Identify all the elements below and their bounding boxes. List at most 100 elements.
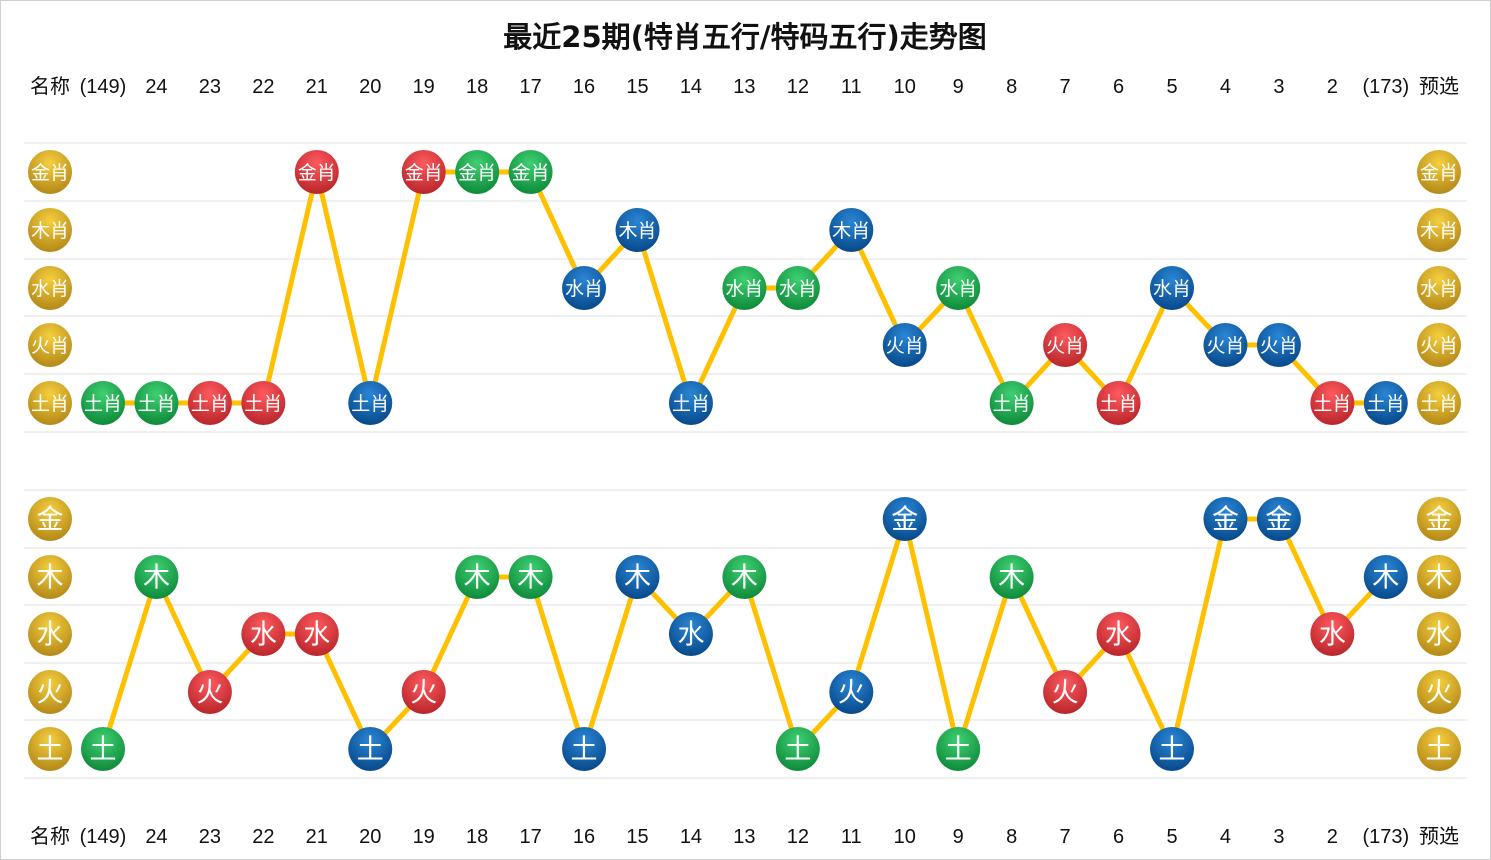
x-tick-label: 22	[252, 826, 274, 848]
preselect-node-label: 金	[1426, 505, 1453, 536]
data-point: 金肖	[508, 150, 553, 194]
x-tick-label: 12	[787, 76, 809, 98]
data-point-circle	[134, 381, 179, 425]
row-label-node: 火肖	[28, 323, 72, 367]
data-point: 水肖	[562, 266, 607, 310]
data-point: 水肖	[775, 266, 820, 310]
data-point: 土肖	[1096, 381, 1141, 425]
data-point-circle	[989, 555, 1034, 599]
data-point: 水肖	[1150, 266, 1194, 310]
row-label-node-label: 木肖	[31, 220, 69, 242]
x-tick-label: 4	[1220, 76, 1231, 98]
x-tick-label: 19	[413, 76, 435, 98]
data-point-circle	[455, 150, 500, 194]
data-point-label: 土肖	[1100, 393, 1138, 415]
data-point-circle	[187, 381, 232, 425]
data-point-circle	[348, 381, 393, 425]
row-label-node-label: 木	[37, 563, 64, 594]
preselect-node-label: 土肖	[1420, 393, 1458, 415]
data-point-circle	[615, 208, 660, 252]
data-point: 金肖	[294, 150, 339, 194]
data-point: 金	[882, 497, 927, 541]
x-tick-label: 5	[1166, 826, 1177, 848]
data-point: 木肖	[615, 208, 660, 252]
gridlines	[24, 142, 1467, 779]
data-point-label: 金	[891, 505, 918, 536]
preselect-node: 土肖	[1417, 381, 1461, 425]
data-point-circle	[1150, 727, 1194, 771]
data-point-label: 金肖	[458, 162, 496, 184]
x-tick-label: 6	[1113, 76, 1124, 98]
preselect-node-circle	[1417, 612, 1461, 656]
data-point-label: 火肖	[1260, 335, 1298, 357]
x-tick-label: 5	[1166, 76, 1177, 98]
data-point-circle	[562, 727, 607, 771]
data-point-label: 木	[998, 563, 1025, 594]
data-point: 金	[1256, 497, 1301, 541]
data-point: 金肖	[401, 150, 446, 194]
data-point: 木	[1363, 555, 1408, 599]
data-point-circle	[722, 266, 767, 310]
row-label-node-circle	[28, 555, 72, 599]
x-tick-label: 8	[1006, 76, 1017, 98]
data-point-label: 火肖	[886, 335, 924, 357]
data-point: 土肖	[187, 381, 232, 425]
preselect-label: 预选	[1419, 825, 1459, 848]
row-label-node-label: 金	[37, 505, 64, 536]
data-point: 火	[829, 670, 874, 714]
data-point-label: 木	[624, 563, 651, 594]
x-tick-label: 3	[1273, 826, 1284, 848]
data-point-label: 土	[784, 735, 811, 766]
data-point-label: 水	[1319, 620, 1346, 651]
data-point-label: 木	[143, 563, 170, 594]
top-column-header: 名称 (149) 24 23 22 21 20 19 18 17 16 15 14 13 12 11 10 9 8 7…	[30, 75, 1459, 98]
x-tick-label: (149)	[80, 826, 127, 848]
x-tick-label: 15	[626, 76, 648, 98]
row-label-node-label: 土肖	[31, 393, 69, 415]
preselect-node-circle	[1417, 323, 1461, 367]
data-point: 土	[348, 727, 393, 771]
data-point-circle	[1150, 266, 1194, 310]
row-label-node-label: 火肖	[31, 335, 69, 357]
data-point-circle	[1363, 555, 1408, 599]
row-label-node: 土肖	[28, 381, 72, 425]
data-point-circle	[668, 612, 713, 656]
data-point: 土肖	[348, 381, 393, 425]
data-point-label: 金	[1212, 505, 1239, 536]
row-label-node-label: 水	[37, 620, 64, 651]
row-label-node: 水肖	[28, 266, 72, 310]
data-point-label: 火肖	[1046, 335, 1084, 357]
data-point-label: 土	[945, 735, 972, 766]
data-point-circle	[1096, 381, 1141, 425]
x-tick-label: 3	[1273, 76, 1284, 98]
preselect-node: 金	[1417, 497, 1461, 541]
header-label: 名称	[30, 825, 70, 848]
data-point: 水	[294, 612, 339, 656]
x-tick-label: 19	[413, 826, 435, 848]
data-point-circle	[668, 381, 713, 425]
data-point-circle	[401, 670, 446, 714]
row-label-node-label: 火	[37, 678, 64, 709]
data-point-circle	[508, 150, 553, 194]
x-tick-label: 13	[733, 76, 755, 98]
data-point-circle	[1043, 323, 1088, 367]
data-point: 水肖	[722, 266, 767, 310]
data-point-label: 火	[410, 678, 437, 709]
data-point-circle	[775, 727, 820, 771]
row-label-node-circle	[28, 266, 72, 310]
data-point-label: 土	[571, 735, 598, 766]
preselect-node: 土	[1417, 727, 1461, 771]
data-point-label: 土肖	[1367, 393, 1405, 415]
x-tick-label: 8	[1006, 826, 1017, 848]
preselect-node: 火	[1417, 670, 1461, 714]
data-point-circle	[455, 555, 500, 599]
data-point-circle	[1310, 612, 1355, 656]
data-point-label: 土肖	[244, 393, 282, 415]
chart-title: 最近25期(特肖五行/特码五行)走势图	[503, 20, 986, 54]
data-point-circle	[989, 381, 1034, 425]
row-label-node-circle	[28, 612, 72, 656]
data-point-label: 水肖	[779, 278, 817, 300]
data-point-circle	[81, 381, 125, 425]
data-point: 土肖	[1310, 381, 1355, 425]
